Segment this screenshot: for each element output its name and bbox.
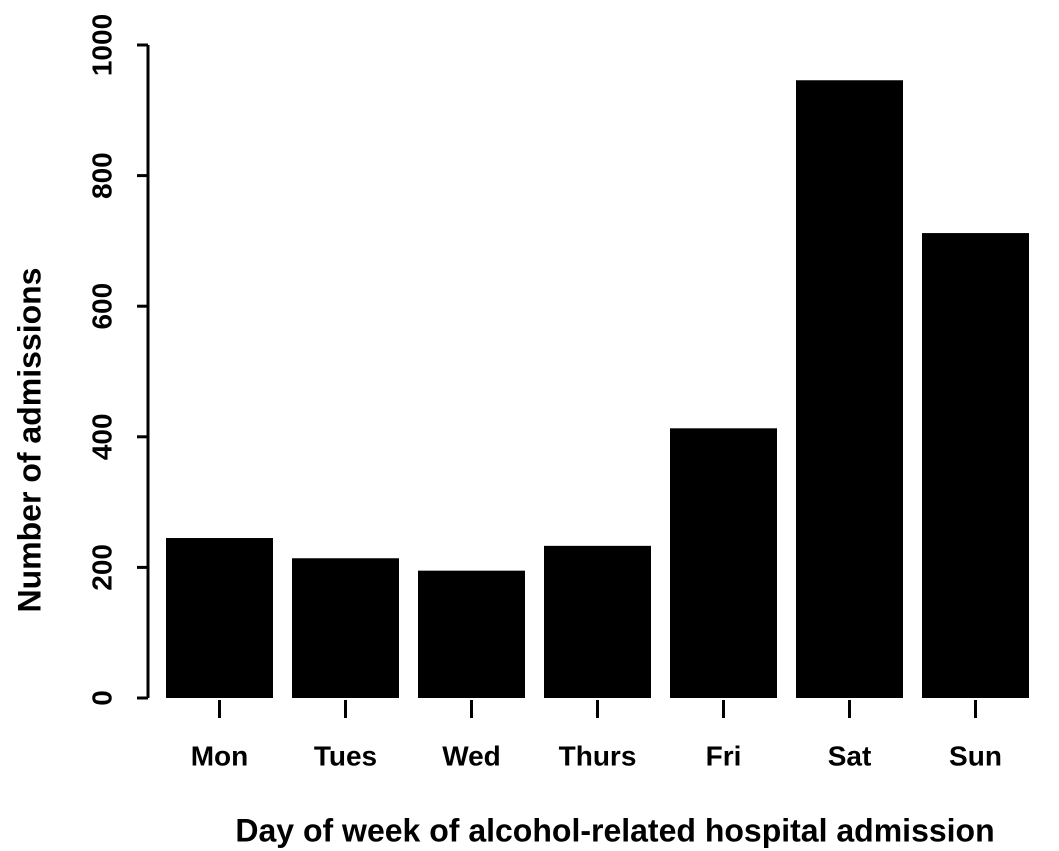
y-tick-label: 0 [86, 690, 117, 706]
x-axis-label: Day of week of alcohol-related hospital … [235, 812, 994, 848]
bar [544, 545, 651, 698]
bar [418, 570, 525, 698]
y-tick-label: 400 [86, 413, 117, 460]
x-tick-label: Mon [191, 740, 249, 771]
bar [670, 428, 777, 698]
y-tick-label: 1000 [86, 14, 117, 76]
bar [922, 233, 1029, 698]
bar [292, 558, 399, 698]
x-tick-label: Sun [949, 740, 1002, 771]
x-tick-label: Fri [706, 740, 742, 771]
y-axis-label: Number of admissions [11, 268, 47, 613]
x-tick-label: Sat [828, 740, 872, 771]
x-tick-label: Wed [442, 740, 501, 771]
bar [796, 80, 903, 698]
y-tick-label: 800 [86, 152, 117, 199]
bar [166, 538, 273, 698]
y-tick-label: 200 [86, 544, 117, 591]
x-tick-label: Tues [314, 740, 377, 771]
y-tick-label: 600 [86, 283, 117, 330]
x-tick-label: Thurs [559, 740, 637, 771]
